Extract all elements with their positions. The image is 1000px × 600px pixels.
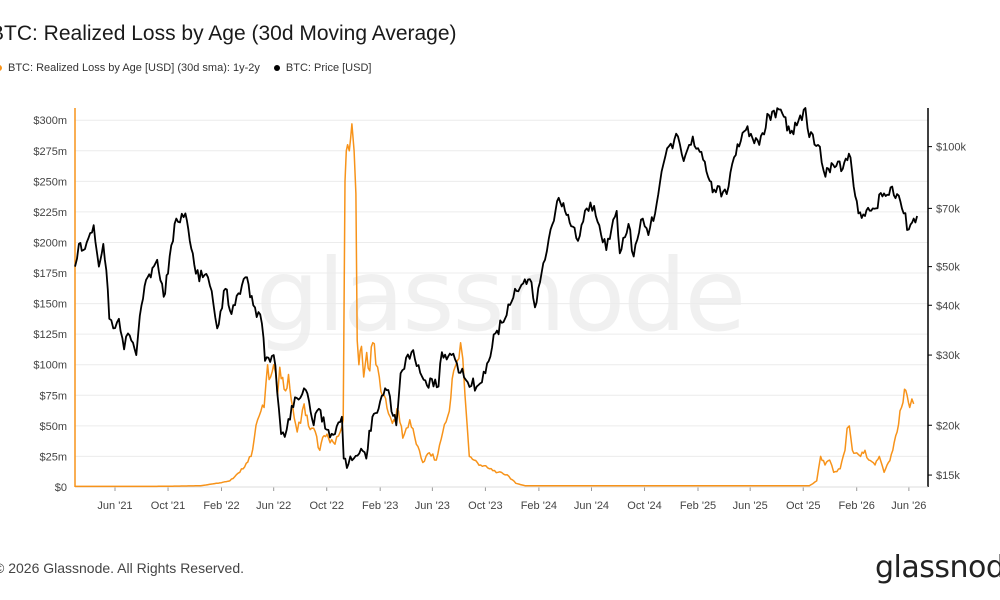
y-left-tick-label: $50m: [39, 421, 67, 433]
y-left-tick-label: $250m: [33, 176, 67, 188]
x-tick-label: Oct '23: [468, 500, 503, 512]
x-tick-label: Feb '25: [680, 500, 716, 512]
x-tick-label: Oct '21: [151, 500, 186, 512]
x-tick-label: Oct '22: [309, 500, 344, 512]
y-axis-left: $0 $25m $50m $75m $100m $125m $150m $175m $200m $…: [33, 108, 76, 494]
x-tick-label: Feb '22: [203, 500, 239, 512]
x-tick-label: Feb '26: [839, 500, 875, 512]
chart-legend: BTC: Realized Loss by Age [USD] (30d sma…: [0, 62, 385, 74]
y-left-tick-label: $275m: [33, 146, 67, 158]
y-left-tick-label: $0: [55, 482, 67, 494]
legend-dot-black-icon: [273, 65, 280, 71]
x-tick-label: Feb '24: [521, 500, 557, 512]
y-right-tick-label: $30k: [936, 350, 960, 362]
y-left-tick-label: $25m: [39, 451, 67, 463]
copyright-footer: © 2026 Glassnode. All Rights Reserved.: [0, 560, 245, 576]
y-left-tick-label: $300m: [33, 115, 67, 127]
x-tick-label: Jun '26: [891, 500, 926, 512]
watermark: glassnode: [256, 237, 744, 354]
y-left-tick-label: $75m: [39, 390, 67, 402]
x-tick-label: Oct '24: [627, 500, 662, 512]
x-tick-label: Jun '25: [733, 500, 768, 512]
y-left-tick-label: $175m: [33, 268, 67, 280]
y-right-tick-label: $100k: [936, 142, 966, 154]
legend-label-realized-loss: BTC: Realized Loss by Age [USD] (30d sma…: [8, 62, 260, 74]
y-right-tick-label: $20k: [936, 420, 960, 432]
gridlines: [75, 119, 928, 488]
y-axis-right: $15k $20k $30k $40k $50k $70k $100k: [927, 108, 966, 487]
y-right-tick-label: $50k: [936, 262, 960, 274]
y-left-tick-label: $150m: [33, 299, 67, 311]
y-left-tick-label: $225m: [33, 207, 67, 219]
y-right-tick-label: $70k: [936, 203, 960, 215]
x-axis: Jun '21 Oct '21 Feb '22 Jun '22 Oct '22 Feb '…: [75, 486, 928, 512]
x-tick-label: Jun '22: [256, 500, 291, 512]
legend-label-price: BTC: Price [USD]: [285, 62, 372, 74]
x-tick-label: Feb '23: [362, 500, 398, 512]
x-tick-label: Jun '21: [97, 500, 132, 512]
y-left-tick-label: $200m: [33, 237, 67, 249]
y-right-tick-label: $15k: [936, 470, 960, 482]
series-group: [74, 107, 918, 488]
y-right-tick-label: $40k: [936, 300, 960, 312]
x-tick-label: Jun '24: [574, 500, 609, 512]
glassnode-logo[interactable]: glassnode: [875, 550, 1000, 585]
y-left-tick-label: $100m: [33, 360, 67, 372]
series-line-realized-loss: [75, 123, 915, 488]
legend-dot-orange-icon: [0, 65, 2, 71]
x-tick-label: Jun '23: [415, 500, 450, 512]
chart-svg: glassnode $0$25m$50m$75m$100m$125m$150m$…: [33, 107, 966, 512]
x-tick-label: Oct '25: [786, 500, 821, 512]
legend-item-price[interactable]: BTC: Price [USD]: [273, 62, 372, 74]
series-line-btc-price: [74, 107, 918, 469]
legend-item-realized-loss[interactable]: BTC: Realized Loss by Age [USD] (30d sma…: [0, 62, 260, 74]
y-left-tick-label: $125m: [33, 329, 67, 341]
chart-title: BTC: Realized Loss by Age (30d Moving Av…: [0, 22, 457, 45]
